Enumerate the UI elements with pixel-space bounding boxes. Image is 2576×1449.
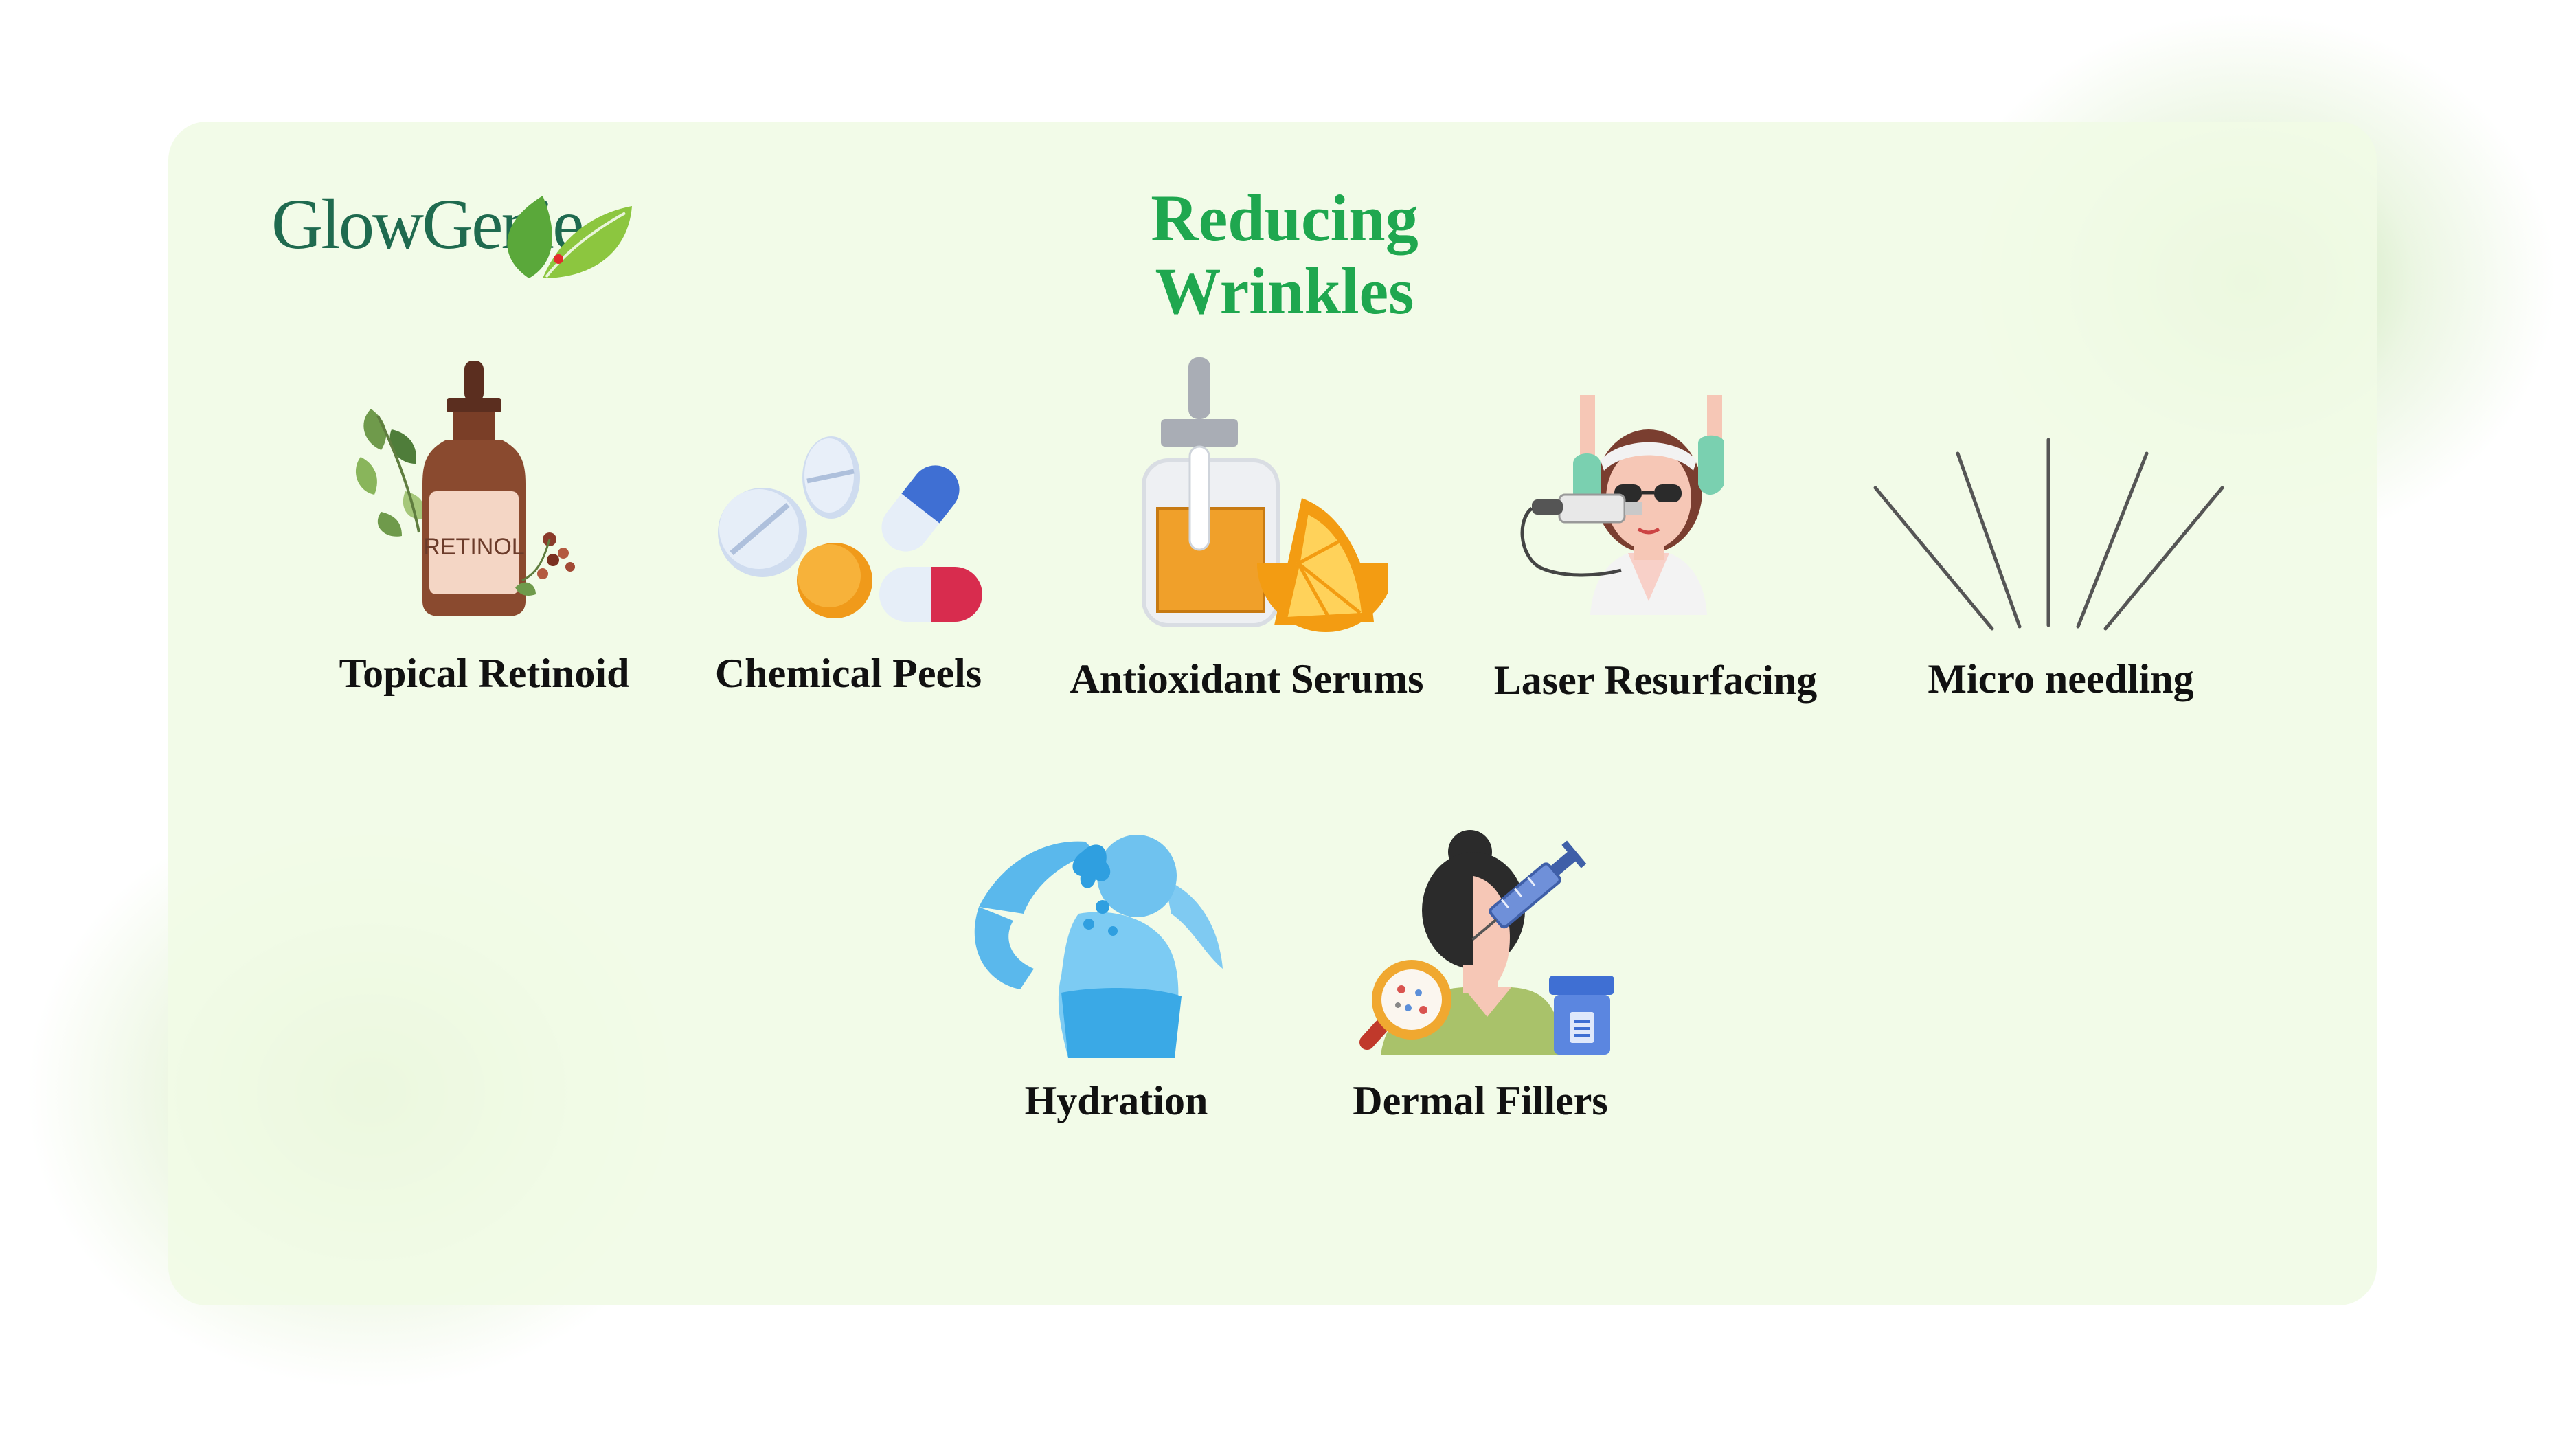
item-antioxidant-serums <box>1133 357 1388 632</box>
item-topical-retinoid: RETINOL <box>343 354 591 622</box>
item-dermal-fillers <box>1353 828 1621 1055</box>
filler-injection-icon <box>1359 830 1614 1055</box>
item-label: Chemical Peels <box>714 651 982 696</box>
item-laser-resurfacing <box>1518 395 1762 615</box>
retinol-label-text: RETINOL <box>423 534 524 560</box>
item-label: Topical Retinoid <box>339 651 630 696</box>
content-card <box>168 122 2377 1305</box>
drinking-water-icon <box>974 835 1223 1058</box>
item-label: Hydration <box>1024 1078 1208 1123</box>
item-label: Dermal Fillers <box>1353 1078 1608 1123</box>
retinol-bottle-icon: RETINOL <box>355 361 575 616</box>
item-micro-needling <box>1868 433 2233 632</box>
item-hydration <box>958 811 1230 1058</box>
item-label: Laser Resurfacing <box>1493 658 1818 703</box>
brand-logo: GlowGenie <box>271 175 642 285</box>
page-title: Reducing Wrinkles <box>1151 181 1419 328</box>
item-label: Micro needling <box>1928 656 2194 701</box>
pills-icon <box>718 436 982 622</box>
needles-icon <box>1873 438 2224 631</box>
laser-treatment-icon <box>1520 395 1724 615</box>
serum-dropper-bottle-icon <box>1142 357 1388 632</box>
item-label: Antioxidant Serums <box>1070 656 1424 701</box>
item-chemical-peels <box>711 433 993 629</box>
leaf-icon <box>507 196 632 278</box>
